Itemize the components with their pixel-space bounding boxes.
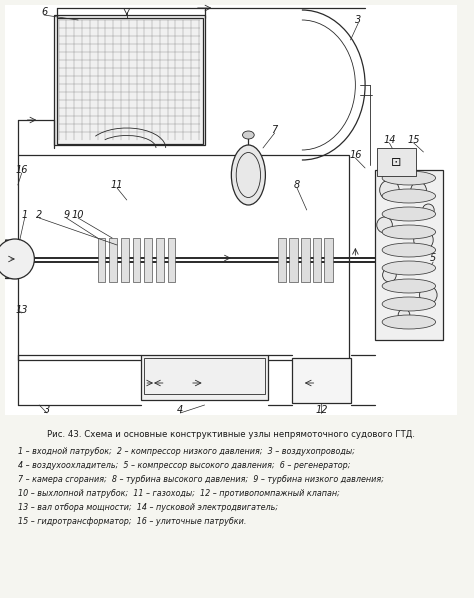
Polygon shape [312,238,321,282]
Text: ⊡: ⊡ [391,155,401,169]
Polygon shape [109,238,117,282]
Bar [375,170,443,340]
Polygon shape [98,238,105,282]
Circle shape [377,217,392,233]
Bar [54,15,205,145]
Text: 13: 13 [16,305,28,315]
Text: 13 – вал отбора мощности;  14 – пусковой электродвигатель;: 13 – вал отбора мощности; 14 – пусковой … [18,503,278,512]
Text: 3: 3 [355,15,361,25]
Text: 12: 12 [315,405,328,415]
Circle shape [414,230,433,250]
Circle shape [411,182,427,198]
Ellipse shape [243,131,254,139]
Circle shape [383,268,396,282]
Polygon shape [156,238,164,282]
Bar [141,355,268,400]
Text: 1 – входной патрубок;  2 – компрессор низкого давления;  3 – воздухопроводы;: 1 – входной патрубок; 2 – компрессор низ… [18,447,355,456]
Text: 9: 9 [64,210,70,220]
Circle shape [398,309,410,321]
Polygon shape [278,238,286,282]
Text: 4 – воздухоохладитель;  5 – компрессор высокого давления;  6 – регенератор;: 4 – воздухоохладитель; 5 – компрессор вы… [18,461,350,470]
Text: 15 – гидротрансформатор;  16 – улиточные патрубки.: 15 – гидротрансформатор; 16 – улиточные … [18,517,246,526]
Text: 7: 7 [272,125,278,135]
Text: 11: 11 [111,180,123,190]
Polygon shape [324,238,333,282]
Polygon shape [133,238,140,282]
Text: 16: 16 [16,165,28,175]
Polygon shape [289,238,298,282]
Circle shape [419,286,437,304]
Text: 8: 8 [294,180,300,190]
Ellipse shape [231,145,265,205]
Ellipse shape [382,225,436,239]
Polygon shape [301,238,310,282]
Polygon shape [121,238,129,282]
Text: 10 – выхлопной патрубок;  11 – газоходы;  12 – противопомпажный клапан;: 10 – выхлопной патрубок; 11 – газоходы; … [18,489,340,498]
Text: 16: 16 [349,150,362,160]
Ellipse shape [382,243,436,257]
Bar [377,148,416,176]
Ellipse shape [382,189,436,203]
Ellipse shape [382,171,436,185]
Circle shape [313,372,329,388]
Text: 3: 3 [44,405,50,415]
Text: 7 – камера сгорания;  8 – турбина высокого давления;  9 – турбина низкого давлен: 7 – камера сгорания; 8 – турбина высоког… [18,475,384,484]
Bar [18,155,348,360]
Ellipse shape [382,261,436,275]
Circle shape [380,180,399,200]
Circle shape [0,239,35,279]
Text: 10: 10 [72,210,84,220]
Text: Рис. 43. Схема и основные конструктивные узлы непрямоточного судового ГТД.: Рис. 43. Схема и основные конструктивные… [47,430,415,439]
Polygon shape [168,238,175,282]
Bar [5,5,456,415]
Circle shape [422,204,434,216]
Text: 1: 1 [21,210,28,220]
Text: 14: 14 [383,135,396,145]
Text: 4: 4 [177,405,183,415]
Text: 5: 5 [430,253,436,263]
Bar [144,358,265,394]
Bar [57,18,203,144]
Polygon shape [144,238,152,282]
Ellipse shape [382,207,436,221]
Text: 2: 2 [36,210,42,220]
Text: 15: 15 [408,135,420,145]
Ellipse shape [382,315,436,329]
Ellipse shape [382,279,436,293]
Ellipse shape [382,297,436,311]
Bar [292,358,350,403]
Text: 6: 6 [41,7,47,17]
